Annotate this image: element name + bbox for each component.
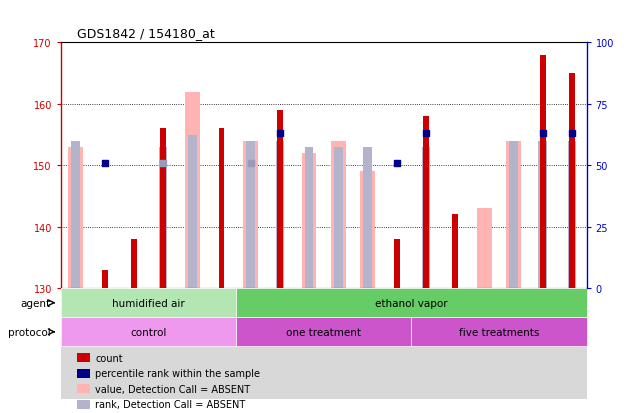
Bar xyxy=(567,141,576,289)
Point xyxy=(158,160,168,167)
Bar xyxy=(360,172,375,289)
Text: ethanol vapor: ethanol vapor xyxy=(375,298,447,308)
Text: count: count xyxy=(95,353,122,363)
Point xyxy=(567,131,577,138)
Bar xyxy=(244,141,258,289)
Bar xyxy=(68,147,83,289)
Bar xyxy=(61,289,587,399)
Bar xyxy=(304,147,313,289)
Bar xyxy=(77,400,90,409)
Text: GDS1842 / 154180_at: GDS1842 / 154180_at xyxy=(77,27,215,40)
Bar xyxy=(477,209,492,289)
Text: five treatments: five treatments xyxy=(459,327,539,337)
Bar xyxy=(538,141,547,289)
Bar xyxy=(506,141,520,289)
Bar xyxy=(131,240,137,289)
Bar xyxy=(236,318,412,347)
Point xyxy=(246,160,256,167)
Bar xyxy=(363,147,372,289)
Bar xyxy=(159,147,167,289)
Bar xyxy=(77,369,90,377)
Bar xyxy=(246,141,255,289)
Point xyxy=(538,131,548,138)
Bar xyxy=(160,129,166,289)
Text: protocol: protocol xyxy=(8,327,51,337)
Bar xyxy=(276,141,285,289)
Text: agent: agent xyxy=(21,298,51,308)
Text: control: control xyxy=(130,327,167,337)
Bar xyxy=(569,74,575,289)
Bar xyxy=(394,240,399,289)
Bar xyxy=(277,111,283,289)
Bar xyxy=(102,270,108,289)
Bar xyxy=(61,318,236,347)
Bar xyxy=(540,56,545,289)
Point xyxy=(275,131,285,138)
Point xyxy=(420,131,431,138)
Bar xyxy=(302,154,317,289)
Text: percentile rank within the sample: percentile rank within the sample xyxy=(95,368,260,378)
Bar xyxy=(77,354,90,362)
Bar xyxy=(77,385,90,393)
Point xyxy=(392,160,402,167)
Bar xyxy=(452,215,458,289)
Bar xyxy=(185,93,199,289)
Text: value, Detection Call = ABSENT: value, Detection Call = ABSENT xyxy=(95,384,250,394)
Bar xyxy=(334,147,343,289)
Bar xyxy=(188,135,197,289)
Bar xyxy=(422,147,430,289)
Text: humidified air: humidified air xyxy=(112,298,185,308)
Bar xyxy=(71,141,80,289)
Bar xyxy=(423,117,429,289)
Bar xyxy=(331,141,345,289)
Bar xyxy=(412,318,587,347)
Text: rank, Detection Call = ABSENT: rank, Detection Call = ABSENT xyxy=(95,399,246,410)
Bar xyxy=(236,289,587,318)
Bar xyxy=(219,129,224,289)
Text: one treatment: one treatment xyxy=(286,327,362,337)
Bar xyxy=(509,141,518,289)
Bar xyxy=(61,289,236,318)
Point xyxy=(99,160,110,167)
